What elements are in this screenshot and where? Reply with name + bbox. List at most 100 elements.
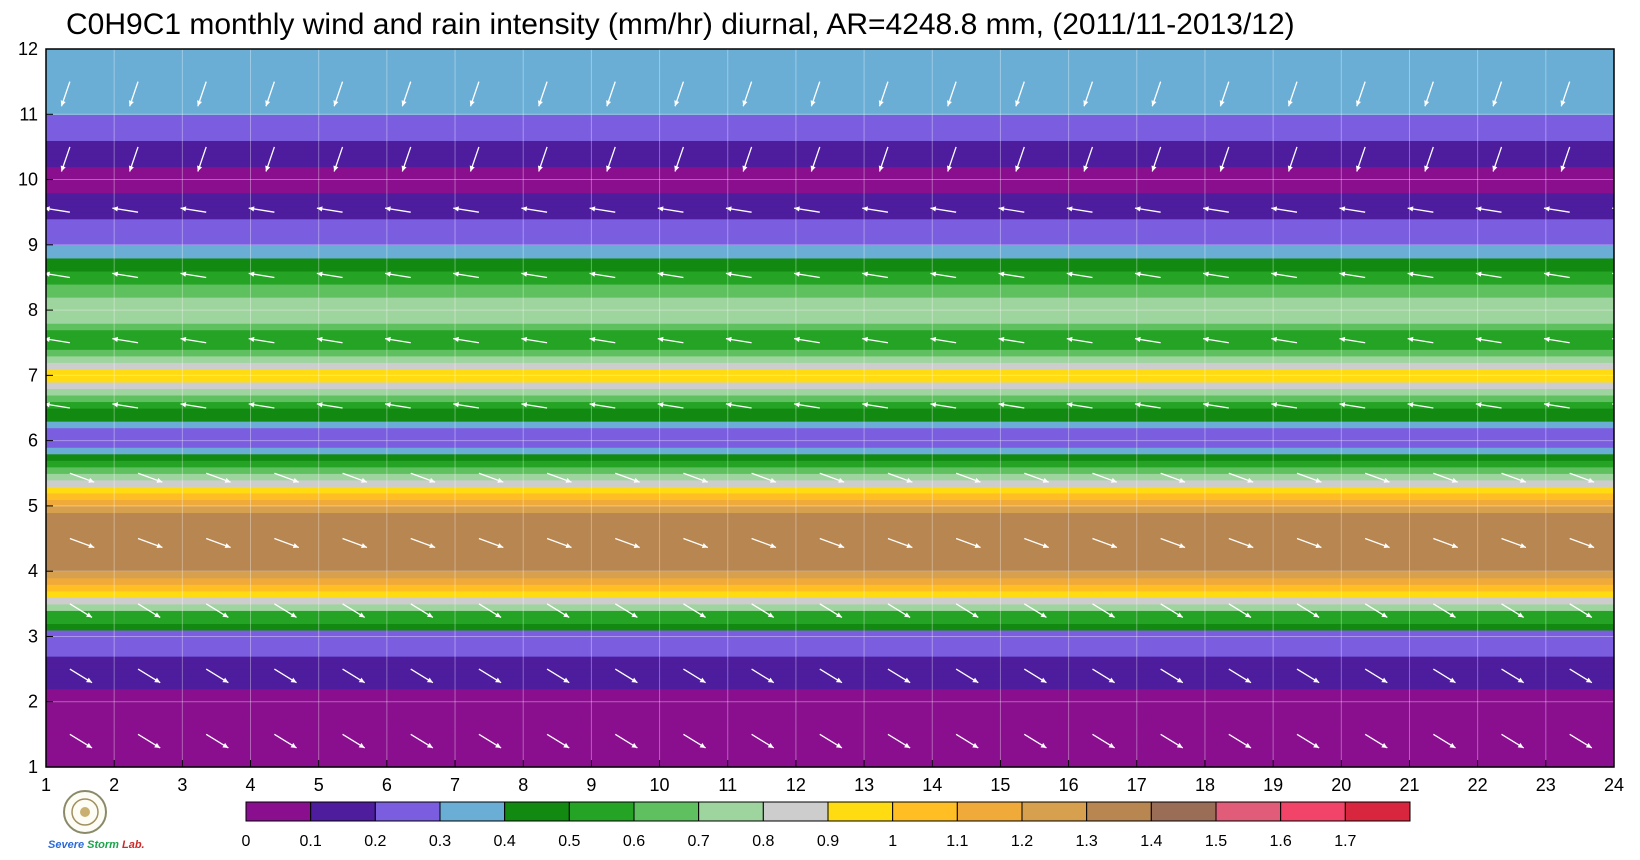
field-band <box>46 721 1614 728</box>
field-band <box>46 408 1614 415</box>
field-band <box>46 127 1614 134</box>
field-band <box>46 49 1614 56</box>
colorbar-swatch <box>1087 802 1152 821</box>
field-band <box>46 525 1614 532</box>
x-tick-label: 2 <box>109 775 119 795</box>
field-band <box>46 251 1614 258</box>
x-tick-label: 6 <box>382 775 392 795</box>
chart-title: C0H9C1 monthly wind and rain intensity (… <box>66 8 1295 41</box>
field-band <box>46 323 1614 330</box>
field-band <box>46 545 1614 552</box>
y-tick-label: 8 <box>28 300 38 320</box>
colorbar-label: 0.6 <box>623 833 645 850</box>
field-band <box>46 715 1614 722</box>
field-band <box>46 597 1614 604</box>
field-band <box>46 330 1614 337</box>
y-tick-label: 4 <box>28 561 38 581</box>
field-band <box>46 206 1614 213</box>
field-band <box>46 186 1614 193</box>
x-tick-label: 18 <box>1195 775 1215 795</box>
colorbar-label: 1.5 <box>1205 833 1227 850</box>
field-band <box>46 428 1614 435</box>
colorbar-label: 1 <box>888 833 897 850</box>
field-band <box>46 56 1614 63</box>
colorbar-label: 0.7 <box>688 833 710 850</box>
x-tick-label: 5 <box>314 775 324 795</box>
colorbar-swatch <box>311 802 376 821</box>
field-band <box>46 663 1614 670</box>
x-tick-label: 24 <box>1604 775 1624 795</box>
y-tick-label: 6 <box>28 431 38 451</box>
y-tick-label: 3 <box>28 626 38 646</box>
colorbar-label: 1.2 <box>1011 833 1033 850</box>
field-band <box>46 82 1614 89</box>
x-tick-label: 23 <box>1536 775 1556 795</box>
field-band <box>46 584 1614 591</box>
field-band <box>46 447 1614 454</box>
field-band <box>46 591 1614 598</box>
colorbar-swatch <box>893 802 958 821</box>
field-band <box>46 232 1614 239</box>
field-band <box>46 578 1614 585</box>
colorbar-swatch <box>634 802 699 821</box>
field-band <box>46 245 1614 252</box>
field-band <box>46 95 1614 102</box>
field-band <box>46 166 1614 173</box>
field-band <box>46 317 1614 324</box>
field-band <box>46 689 1614 696</box>
colorbar-swatch <box>699 802 764 821</box>
field-band <box>46 708 1614 715</box>
field-band <box>46 486 1614 493</box>
field-band <box>46 219 1614 226</box>
colorbar-label: 0.1 <box>300 833 322 850</box>
seal-center <box>80 807 90 817</box>
field-band <box>46 180 1614 187</box>
colorbar-swatch <box>505 802 570 821</box>
field-band <box>46 558 1614 565</box>
field-band <box>46 747 1614 754</box>
y-tick-label: 7 <box>28 365 38 385</box>
x-tick-label: 19 <box>1263 775 1283 795</box>
field-band <box>46 623 1614 630</box>
field-band <box>46 88 1614 95</box>
field-band <box>46 69 1614 76</box>
field-band <box>46 75 1614 82</box>
field-band <box>46 401 1614 408</box>
field-band <box>46 193 1614 200</box>
field-band <box>46 264 1614 271</box>
x-tick-label: 10 <box>650 775 670 795</box>
x-tick-label: 3 <box>177 775 187 795</box>
field-band <box>46 395 1614 402</box>
field-band <box>46 682 1614 689</box>
field-band <box>46 343 1614 350</box>
field-band <box>46 506 1614 513</box>
field-band <box>46 512 1614 519</box>
field-band <box>46 643 1614 650</box>
x-tick-label: 15 <box>990 775 1010 795</box>
field-band <box>46 656 1614 663</box>
colorbar-label: 0 <box>242 833 251 850</box>
field-band <box>46 225 1614 232</box>
x-tick-label: 9 <box>586 775 596 795</box>
field-band <box>46 212 1614 219</box>
y-tick-label: 1 <box>28 757 38 777</box>
field-band <box>46 728 1614 735</box>
field-band <box>46 310 1614 317</box>
field-band <box>46 610 1614 617</box>
x-tick-label: 7 <box>450 775 460 795</box>
field-band <box>46 480 1614 487</box>
field-band <box>46 284 1614 291</box>
colorbar-label: 0.8 <box>752 833 774 850</box>
field-band <box>46 493 1614 500</box>
x-tick-label: 4 <box>246 775 256 795</box>
field-band <box>46 467 1614 474</box>
field-band <box>46 532 1614 539</box>
field-band <box>46 336 1614 343</box>
field-band <box>46 754 1614 761</box>
field-band <box>46 349 1614 356</box>
field-band <box>46 147 1614 154</box>
colorbar-swatch <box>1151 802 1216 821</box>
x-tick-label: 20 <box>1331 775 1351 795</box>
colorbar-swatch <box>569 802 634 821</box>
colorbar-label: 0.4 <box>494 833 516 850</box>
